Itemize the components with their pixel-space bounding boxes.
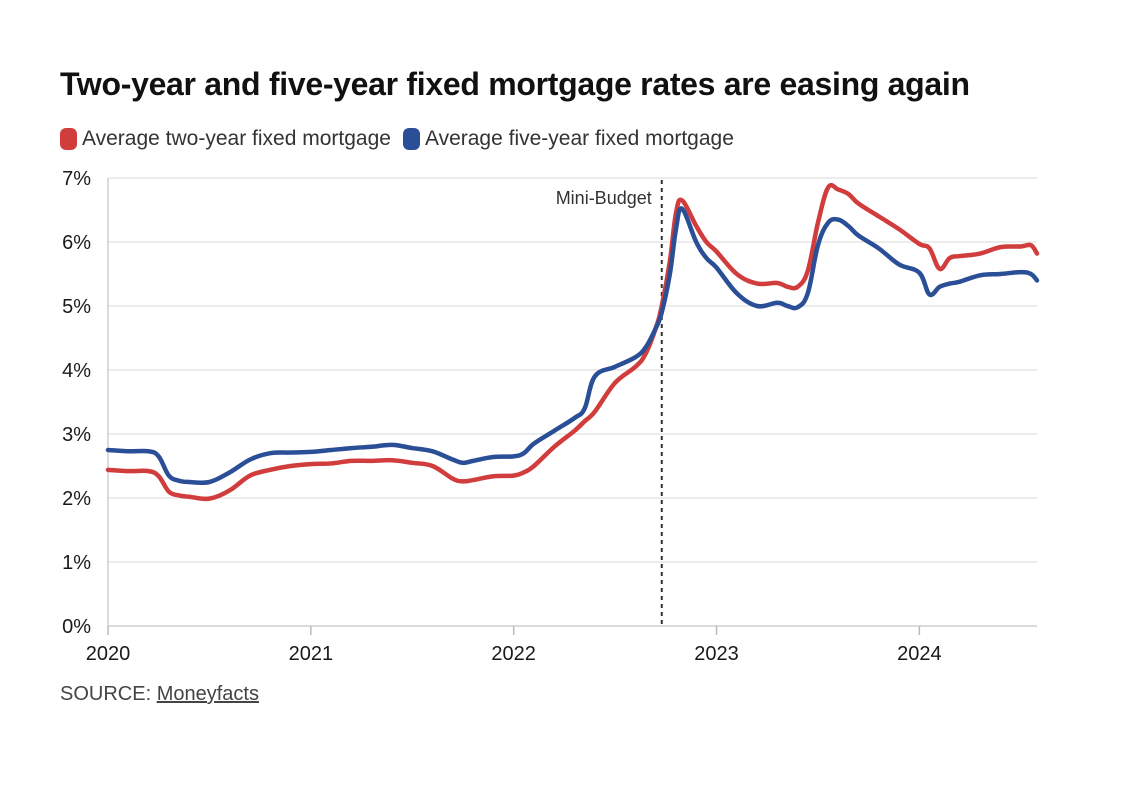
two-year-fixed-line: [105, 182, 1040, 502]
y-tick-label: 3%: [62, 424, 91, 446]
x-tick-label: 2021: [289, 643, 334, 665]
x-tick-label: 2020: [86, 643, 131, 665]
y-tick-label: 5%: [62, 296, 91, 318]
legend: Average two-year fixed mortgage Average …: [60, 127, 746, 151]
y-tick-label: 0%: [62, 616, 91, 638]
legend-label-five-year: Average five-year fixed mortgage: [424, 127, 734, 150]
series-lines: [105, 182, 1040, 502]
y-tick-label: 4%: [62, 360, 91, 382]
source-prefix: SOURCE:: [60, 683, 157, 705]
y-tick-label: 6%: [62, 232, 91, 254]
annotations: Mini-Budget: [556, 180, 663, 626]
chart-title: Two-year and five-year fixed mortgage ra…: [60, 66, 970, 102]
legend-label-two-year: Average two-year fixed mortgage: [82, 127, 391, 150]
five-year-fixed-line: [105, 206, 1040, 486]
legend-item-two-year: Average two-year fixed mortgage: [60, 127, 391, 151]
y-tick-label: 2%: [62, 488, 91, 510]
x-tick-label: 2022: [491, 643, 536, 665]
x-axis-ticks: 2020 2021 2022 2023 2024: [86, 626, 942, 665]
source-link[interactable]: Moneyfacts: [156, 683, 259, 705]
x-tick-label: 2024: [897, 643, 942, 665]
y-tick-label: 7%: [62, 168, 91, 190]
legend-swatch-five-year: [402, 128, 420, 150]
x-tick-label: 2023: [694, 643, 739, 665]
source-note: SOURCE: Moneyfacts: [60, 683, 259, 706]
legend-swatch-two-year: [60, 128, 77, 150]
y-axis-tick-labels: 0% 1% 2% 3% 4% 5% 6% 7%: [62, 168, 91, 638]
y-tick-label: 1%: [62, 552, 91, 574]
mini-budget-label: Mini-Budget: [556, 188, 652, 208]
legend-item-five-year: Average five-year fixed mortgage: [402, 127, 734, 151]
gridlines: [107, 177, 1037, 627]
